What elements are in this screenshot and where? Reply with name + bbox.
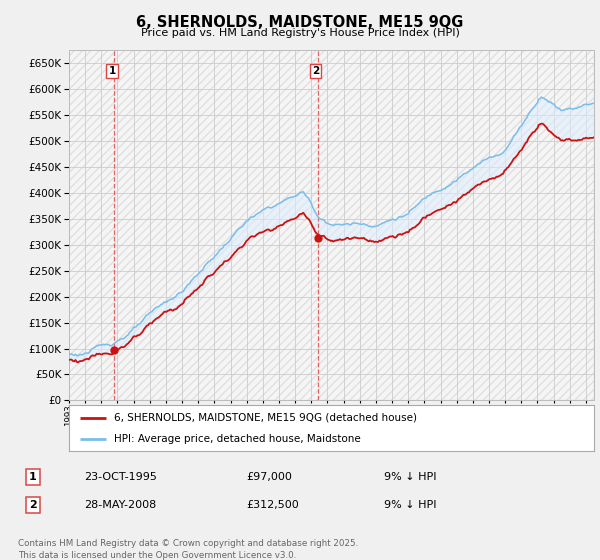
Text: £97,000: £97,000: [246, 472, 292, 482]
HPI: Average price, detached house, Maidstone: (2e+03, 1.41e+05): Average price, detached house, Maidstone…: [130, 324, 137, 331]
HPI: Average price, detached house, Maidstone: (2.02e+03, 5.85e+05): Average price, detached house, Maidstone…: [538, 94, 545, 100]
6, SHERNOLDS, MAIDSTONE, ME15 9QG (detached house): [590, 134, 598, 141]
Text: Contains HM Land Registry data © Crown copyright and database right 2025.
This d: Contains HM Land Registry data © Crown c…: [18, 539, 358, 559]
Text: 2: 2: [29, 500, 37, 510]
HPI: Average price, detached house, Maidstone: (1.99e+03, 8.61e+04): Average price, detached house, Maidstone…: [73, 352, 80, 359]
6, SHERNOLDS, MAIDSTONE, ME15 9QG (detached house): [130, 333, 137, 340]
Text: 6, SHERNOLDS, MAIDSTONE, ME15 9QG (detached house): 6, SHERNOLDS, MAIDSTONE, ME15 9QG (detac…: [113, 413, 416, 423]
6, SHERNOLDS, MAIDSTONE, ME15 9QG (detached house): [74, 359, 82, 366]
6, SHERNOLDS, MAIDSTONE, ME15 9QG (detached house): [448, 200, 455, 207]
Text: 28-MAY-2008: 28-MAY-2008: [84, 500, 156, 510]
6, SHERNOLDS, MAIDSTONE, ME15 9QG (detached house): [446, 202, 453, 208]
HPI: Average price, detached house, Maidstone: (2.01e+03, 3.79e+05): Average price, detached house, Maidstone…: [275, 200, 282, 207]
Text: 9% ↓ HPI: 9% ↓ HPI: [384, 472, 437, 482]
HPI: Average price, detached house, Maidstone: (2.01e+03, 3.54e+05): Average price, detached house, Maidstone…: [397, 213, 404, 220]
6, SHERNOLDS, MAIDSTONE, ME15 9QG (detached house): [238, 244, 245, 251]
HPI: Average price, detached house, Maidstone: (2.02e+03, 4.15e+05): Average price, detached house, Maidstone…: [446, 182, 453, 189]
HPI: Average price, detached house, Maidstone: (2.03e+03, 5.74e+05): Average price, detached house, Maidstone…: [590, 100, 598, 106]
Text: 6, SHERNOLDS, MAIDSTONE, ME15 9QG: 6, SHERNOLDS, MAIDSTONE, ME15 9QG: [136, 15, 464, 30]
HPI: Average price, detached house, Maidstone: (2.02e+03, 4.18e+05): Average price, detached house, Maidstone…: [448, 180, 455, 187]
Text: 23-OCT-1995: 23-OCT-1995: [84, 472, 157, 482]
Text: 1: 1: [109, 66, 116, 76]
Line: 6, SHERNOLDS, MAIDSTONE, ME15 9QG (detached house): 6, SHERNOLDS, MAIDSTONE, ME15 9QG (detac…: [69, 124, 594, 362]
Text: Price paid vs. HM Land Registry's House Price Index (HPI): Price paid vs. HM Land Registry's House …: [140, 28, 460, 38]
Line: HPI: Average price, detached house, Maidstone: HPI: Average price, detached house, Maid…: [69, 97, 594, 356]
HPI: Average price, detached house, Maidstone: (1.99e+03, 8.8e+04): Average price, detached house, Maidstone…: [65, 352, 73, 358]
Text: 9% ↓ HPI: 9% ↓ HPI: [384, 500, 437, 510]
6, SHERNOLDS, MAIDSTONE, ME15 9QG (detached house): [538, 120, 545, 127]
Text: £312,500: £312,500: [246, 500, 299, 510]
Text: 1: 1: [29, 472, 37, 482]
Text: HPI: Average price, detached house, Maidstone: HPI: Average price, detached house, Maid…: [113, 435, 361, 444]
6, SHERNOLDS, MAIDSTONE, ME15 9QG (detached house): [397, 231, 404, 237]
6, SHERNOLDS, MAIDSTONE, ME15 9QG (detached house): [65, 357, 73, 363]
HPI: Average price, detached house, Maidstone: (2e+03, 3.34e+05): Average price, detached house, Maidstone…: [238, 224, 245, 231]
Text: 2: 2: [312, 66, 319, 76]
6, SHERNOLDS, MAIDSTONE, ME15 9QG (detached house): [275, 223, 282, 230]
